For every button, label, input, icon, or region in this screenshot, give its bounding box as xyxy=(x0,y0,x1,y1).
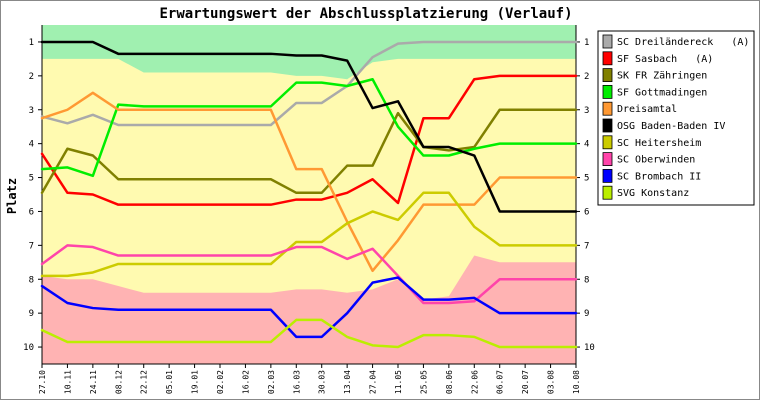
y-tick-label-left: 5 xyxy=(29,174,34,184)
x-tick-label: 02.02 xyxy=(216,370,225,394)
y-tick-label-right: 6 xyxy=(584,207,589,217)
x-tick-label: 30.03 xyxy=(318,370,327,394)
x-tick-label: 19.01 xyxy=(191,370,200,394)
legend-swatch-1 xyxy=(602,34,613,49)
y-tick-label-left: 9 xyxy=(29,309,34,319)
y-tick-label-right: 2 xyxy=(584,72,589,82)
legend-swatch-4 xyxy=(602,85,613,99)
legend-label-5: Dreisamtal xyxy=(617,104,677,115)
series-line-1 xyxy=(40,40,578,127)
y-axis-label: Platz xyxy=(5,178,19,214)
legend: SC Dreiländereck (A) SF Sasbach (A) SK FR … xyxy=(597,30,755,206)
x-tick-label: 13.04 xyxy=(343,370,352,394)
y-tick-label-left: 10 xyxy=(23,343,34,353)
legend-swatch-3 xyxy=(602,68,613,82)
y-tick-label-left: 1 xyxy=(29,38,34,48)
legend-label-9: SC Brombach II xyxy=(617,171,701,182)
x-tick-label: 10.11 xyxy=(63,370,72,394)
legend-swatch-5 xyxy=(602,101,613,116)
y-tick-label-right: 10 xyxy=(584,343,595,353)
x-tick-label: 06.07 xyxy=(496,370,505,394)
series-line-8 xyxy=(40,244,578,305)
band-aufstieg xyxy=(42,25,576,80)
legend-label-7: SC Heitersheim xyxy=(617,138,701,149)
series-line-10 xyxy=(40,318,578,349)
chart-title: Erwartungswert der Abschlussplatzierung … xyxy=(159,6,572,22)
x-tick-label: 11.05 xyxy=(394,370,403,394)
legend-swatch-2 xyxy=(602,51,613,66)
x-tick-label: 08.06 xyxy=(445,370,454,394)
y-tick-label-right: 9 xyxy=(584,309,589,319)
legend-box xyxy=(597,30,755,206)
x-tick-label: 22.06 xyxy=(470,370,479,394)
legend-swatch-7 xyxy=(602,135,613,150)
y-tick-label-right: 1 xyxy=(584,38,589,48)
legend-label-3: SK FR Zähringen xyxy=(617,71,707,82)
legend-swatch-6 xyxy=(602,118,613,133)
legend-label-1: SC Dreiländereck (A) xyxy=(617,37,749,48)
y-tick-label-right: 5 xyxy=(584,174,589,184)
y-tick-label-left: 6 xyxy=(29,207,34,217)
y-tick-label-left: 2 xyxy=(29,72,34,82)
series-line-6 xyxy=(40,40,578,213)
legend-label-2: SF Sasbach (A) xyxy=(617,54,713,65)
series-line-2 xyxy=(40,74,578,206)
legend-label-4: SF Gottmadingen xyxy=(617,87,707,98)
legend-swatch-10 xyxy=(602,185,613,200)
y-tick-label-right: 8 xyxy=(584,275,589,285)
y-tick-label-left: 3 xyxy=(29,106,34,116)
x-tick-label: 05.01 xyxy=(165,370,174,394)
series-line-7 xyxy=(40,191,578,278)
x-tick-label: 24.11 xyxy=(89,370,98,394)
series-lines xyxy=(40,40,578,349)
series-line-3 xyxy=(40,108,578,195)
x-tick-label: 10.08 xyxy=(572,370,581,394)
x-tick-label: 22.12 xyxy=(140,370,149,394)
legend-label-8: SC Oberwinden xyxy=(617,155,695,166)
x-tick-label: 03.08 xyxy=(547,370,556,394)
x-tick-label: 08.12 xyxy=(114,370,123,394)
y-tick-label-left: 7 xyxy=(29,241,34,251)
series-line-9 xyxy=(40,276,578,339)
y-tick-label-left: 4 xyxy=(29,140,34,150)
series-line-5 xyxy=(40,91,578,273)
axes: 1 1 2 2 3 3 4 4 5 5 6 6 7 7 8 8 9 9 10 10 27.10 10.11 24.11 08.… xyxy=(23,25,595,394)
x-tick-label: 16.03 xyxy=(292,370,301,394)
legend-swatch-9 xyxy=(602,168,613,183)
y-tick-label-right: 4 xyxy=(584,140,589,150)
x-tick-label: 02.03 xyxy=(267,370,276,394)
y-tick-label-left: 8 xyxy=(29,275,34,285)
y-tick-label-right: 7 xyxy=(584,241,589,251)
y-tick-label-right: 3 xyxy=(584,106,589,116)
legend-label-6: OSG Baden-Baden IV xyxy=(617,121,725,132)
legend-swatch-8 xyxy=(602,152,613,167)
x-tick-label: 16.02 xyxy=(241,370,250,394)
x-tick-label: 27.10 xyxy=(38,370,47,394)
band-abstieg xyxy=(42,255,576,364)
legend-label-10: SVG Konstanz xyxy=(617,188,689,199)
x-tick-label: 20.07 xyxy=(521,370,530,394)
series-line-4 xyxy=(40,77,578,178)
x-tick-label: 27.04 xyxy=(369,370,378,394)
x-tick-label: 25.05 xyxy=(419,370,428,394)
